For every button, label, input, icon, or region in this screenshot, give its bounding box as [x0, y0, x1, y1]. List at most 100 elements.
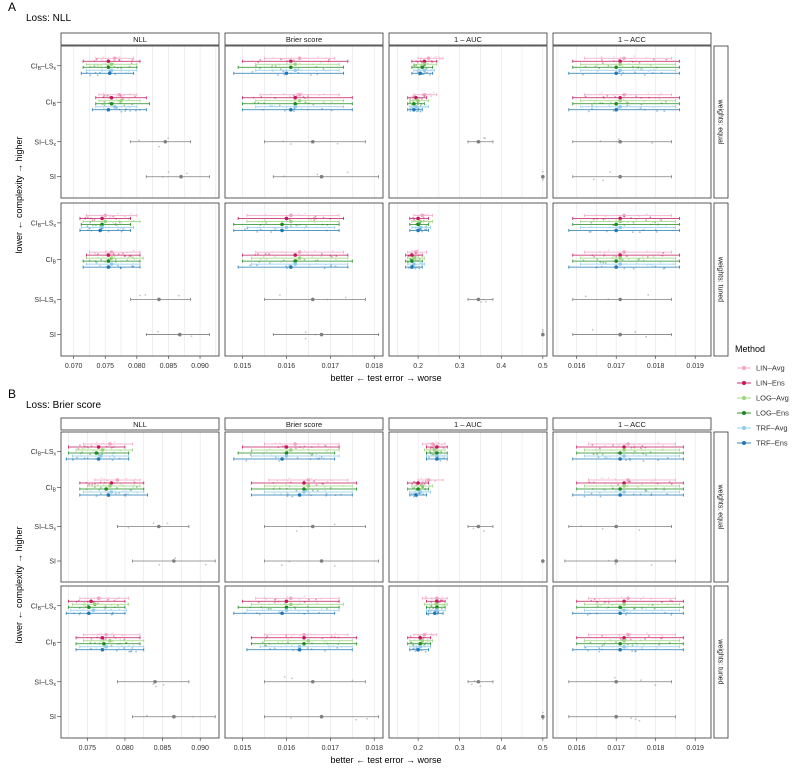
jitter-point [416, 71, 419, 73]
jitter-point [89, 647, 92, 650]
jitter-point [634, 641, 637, 644]
mean-point [435, 596, 439, 601]
jitter-point [71, 458, 74, 460]
jitter-point [192, 715, 195, 718]
jitter-point [307, 490, 310, 493]
panel-auc-equal [388, 45, 548, 199]
row-label: SI [49, 714, 56, 721]
column-strip-label: NLL [133, 35, 147, 44]
jitter-point [103, 104, 106, 107]
jitter-point [337, 643, 340, 645]
jitter-point [131, 265, 134, 268]
legend-title: Method [735, 344, 765, 354]
jitter-point [410, 492, 413, 495]
jitter-point [599, 102, 602, 104]
jitter-point [647, 293, 650, 296]
jitter-point [313, 633, 316, 636]
mean-point [622, 608, 626, 613]
jitter-point [412, 495, 415, 498]
jitter-point [273, 96, 276, 99]
jitter-point [263, 102, 266, 104]
jitter-point [260, 606, 263, 608]
mean-point [416, 222, 420, 227]
jitter-point [126, 251, 129, 254]
jitter-point [541, 328, 544, 331]
panel-brierscore-tuned: 0.015 0.016 0.017 0.018 [224, 585, 384, 752]
jitter-point [424, 213, 426, 216]
jitter-point [274, 64, 277, 67]
jitter-point [651, 604, 654, 607]
jitter-point [93, 219, 96, 221]
jitter-point [411, 249, 413, 252]
mean-point [418, 635, 422, 640]
mean-point [435, 605, 439, 610]
jitter-point [324, 69, 327, 72]
jitter-point [666, 603, 669, 606]
jitter-point [602, 95, 605, 98]
jitter-point [541, 170, 544, 173]
jitter-point [660, 219, 663, 222]
jitter-point [346, 171, 349, 174]
jitter-point [434, 55, 437, 58]
jitter-point [611, 223, 614, 226]
jitter-point [280, 646, 283, 648]
jitter-point [645, 56, 648, 59]
jitter-point [131, 103, 133, 106]
jitter-point [79, 444, 81, 447]
jitter-point [413, 647, 416, 650]
jitter-point [344, 296, 347, 299]
jitter-point [125, 108, 127, 111]
jitter-point [71, 459, 74, 461]
jitter-point [417, 110, 420, 112]
jitter-point [278, 487, 281, 490]
jitter-point [429, 221, 432, 223]
jitter-point [122, 98, 125, 100]
jitter-point [76, 456, 78, 459]
jitter-point [303, 258, 306, 261]
mean-point [435, 608, 439, 613]
jitter-point [625, 106, 628, 109]
row-label: CIB [46, 257, 57, 266]
jitter-point [259, 67, 261, 70]
jitter-point [424, 480, 427, 483]
jitter-point [313, 216, 316, 219]
jitter-point [92, 601, 95, 603]
jitter-point [625, 101, 628, 104]
jitter-point [87, 447, 90, 450]
jitter-point [96, 633, 99, 636]
mean-point [614, 714, 618, 719]
jitter-point [299, 525, 302, 528]
jitter-point [129, 255, 132, 258]
jitter-point [299, 634, 301, 636]
jitter-point [413, 486, 416, 489]
jitter-point [306, 108, 309, 111]
jitter-point [600, 477, 603, 479]
jitter-point [638, 529, 641, 531]
jitter-point [416, 646, 419, 649]
jitter-point [427, 610, 430, 613]
jitter-point [286, 267, 288, 270]
panel-frame [552, 585, 712, 739]
x-tick-label: 0.080 [128, 363, 146, 370]
jitter-point [640, 107, 642, 110]
jitter-point [102, 484, 105, 486]
mean-point [289, 213, 293, 218]
jitter-point [614, 563, 617, 565]
jitter-point [601, 102, 604, 105]
jitter-point [409, 101, 412, 104]
jitter-point [413, 639, 416, 642]
jitter-point [607, 606, 610, 609]
jitter-point [473, 680, 476, 682]
panel-frame [60, 585, 220, 739]
row-strip [713, 45, 729, 199]
jitter-point [409, 110, 412, 113]
jitter-point [99, 71, 101, 74]
jitter-point [109, 216, 111, 219]
jitter-point [594, 448, 597, 451]
jitter-point [591, 254, 594, 257]
jitter-point [307, 609, 309, 612]
jitter-point [91, 219, 94, 222]
jitter-point [408, 254, 410, 257]
jitter-point [303, 613, 306, 615]
jitter-point [604, 218, 607, 221]
